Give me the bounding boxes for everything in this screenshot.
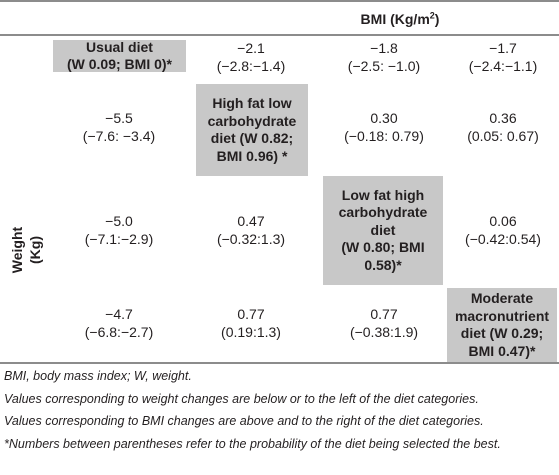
matrix-cell-r2-c4: 0.36 (0.05: 0.67) xyxy=(438,79,559,176)
cell-line: BMI 0.96) * xyxy=(216,147,288,164)
cell-line: Usual diet xyxy=(86,38,153,55)
footnote-probability: *Numbers between parentheses refer to th… xyxy=(4,437,501,451)
cell-line: −4.7 xyxy=(105,306,133,322)
cell-line: (−7.6: −3.4) xyxy=(82,127,156,144)
cell-line: (0.19:1.3) xyxy=(221,323,281,340)
matrix-cell-r1-c2: −2.1 (−2.8:−1.4) xyxy=(186,36,316,79)
cell-line: 0.77 xyxy=(370,306,398,322)
cell-line: (−7.1:−2.9) xyxy=(84,230,154,247)
matrix-cell-r2-c1: −5.5 (−7.6: −3.4) xyxy=(54,79,184,176)
matrix-cell-r1-c3: −1.8 (−2.5: −1.0) xyxy=(319,36,449,79)
diet-cell-2: High fat low carbohydrate diet (W 0.82; BMI… xyxy=(196,84,308,176)
cell-line: (−0.18: 0.79) xyxy=(344,127,424,144)
cell-line: (W 0.09; BMI 0)* xyxy=(66,56,172,72)
cell-line: diet (W 0.29; xyxy=(460,325,544,341)
cell-line: Low fat high xyxy=(341,186,425,203)
cell-line: (W 0.80; BMI xyxy=(341,239,425,256)
matrix-cell-r3-c4: 0.06 (−0.42:0.54) xyxy=(438,176,559,285)
cell-line: 0.77 xyxy=(237,306,265,322)
cell-line: −1.8 xyxy=(370,40,398,56)
top-rule xyxy=(0,0,559,2)
header-rule xyxy=(0,34,559,36)
cell-line: 0.06 xyxy=(489,213,517,229)
cell-line: BMI 0.47)* xyxy=(468,342,536,359)
row-header-line-2: (Kg) xyxy=(27,236,43,264)
footnote-bmi: Values corresponding to BMI changes are … xyxy=(4,414,484,428)
cell-line: carbohydrate xyxy=(338,204,428,221)
row-header-text: Weight (Kg) xyxy=(8,227,44,273)
cell-line: (−0.42:0.54) xyxy=(465,230,541,247)
cell-line: carbohydrate xyxy=(207,112,297,129)
diet-cell-3: Low fat high carbohydrate diet (W 0.80; BMI… xyxy=(323,176,443,285)
diet-cell-1: Usual diet (W 0.09; BMI 0)* xyxy=(53,38,186,72)
matrix-cell-r4-c3: 0.77 (−0.38:1.9) xyxy=(319,285,449,362)
row-header-line-1: Weight xyxy=(9,226,25,274)
cell-line: macronutrient xyxy=(454,307,550,324)
cell-line: (0.05: 0.67) xyxy=(467,127,539,144)
cell-line: −1.7 xyxy=(489,40,517,56)
cell-line: (−0.32:1.3) xyxy=(216,230,286,247)
cell-line: −2.1 xyxy=(237,40,265,56)
diet-cell-4: Moderate macronutrient diet (W 0.29; BMI 0.… xyxy=(447,288,557,362)
cell-line: diet (W 0.82; xyxy=(210,130,294,146)
matrix-cell-r2-c3: 0.30 (−0.18: 0.79) xyxy=(319,79,449,176)
matrix-cell-r4-c2: 0.77 (0.19:1.3) xyxy=(186,285,316,362)
cell-line: (−2.4:−1.1) xyxy=(468,57,538,74)
cell-line: −5.5 xyxy=(105,110,133,126)
cell-line: diet xyxy=(370,221,396,238)
cell-line: 0.36 xyxy=(489,110,517,126)
matrix-cell-r3-c2: 0.47 (−0.32:1.3) xyxy=(186,176,316,285)
matrix-cell-r1-c4: −1.7 (−2.4:−1.1) xyxy=(438,36,559,79)
footnote-weight: Values corresponding to weight changes a… xyxy=(4,392,479,406)
footnote-abbreviations: BMI, body mass index; W, weight. xyxy=(4,369,192,383)
cell-line: (−6.8:−2.7) xyxy=(84,323,154,340)
bottom-rule xyxy=(0,362,559,364)
cell-line: (−2.5: −1.0) xyxy=(347,57,421,74)
cell-line: High fat low xyxy=(212,95,292,111)
cell-line: (−0.38:1.9) xyxy=(349,323,419,340)
cell-line: 0.47 xyxy=(237,213,265,229)
matrix-cell-r3-c1: −5.0 (−7.1:−2.9) xyxy=(54,176,184,285)
cell-line: 0.58)* xyxy=(364,256,402,273)
column-header-bmi: BMI (Kg/m2) xyxy=(360,10,440,27)
table-header: BMI (Kg/m2) xyxy=(0,0,559,36)
cell-line: Moderate xyxy=(470,290,534,306)
cell-line: −5.0 xyxy=(105,213,133,229)
cell-line: (−2.8:−1.4) xyxy=(216,57,286,74)
matrix-cell-r4-c1: −4.7 (−6.8:−2.7) xyxy=(54,285,184,362)
cell-line: 0.30 xyxy=(370,110,398,126)
